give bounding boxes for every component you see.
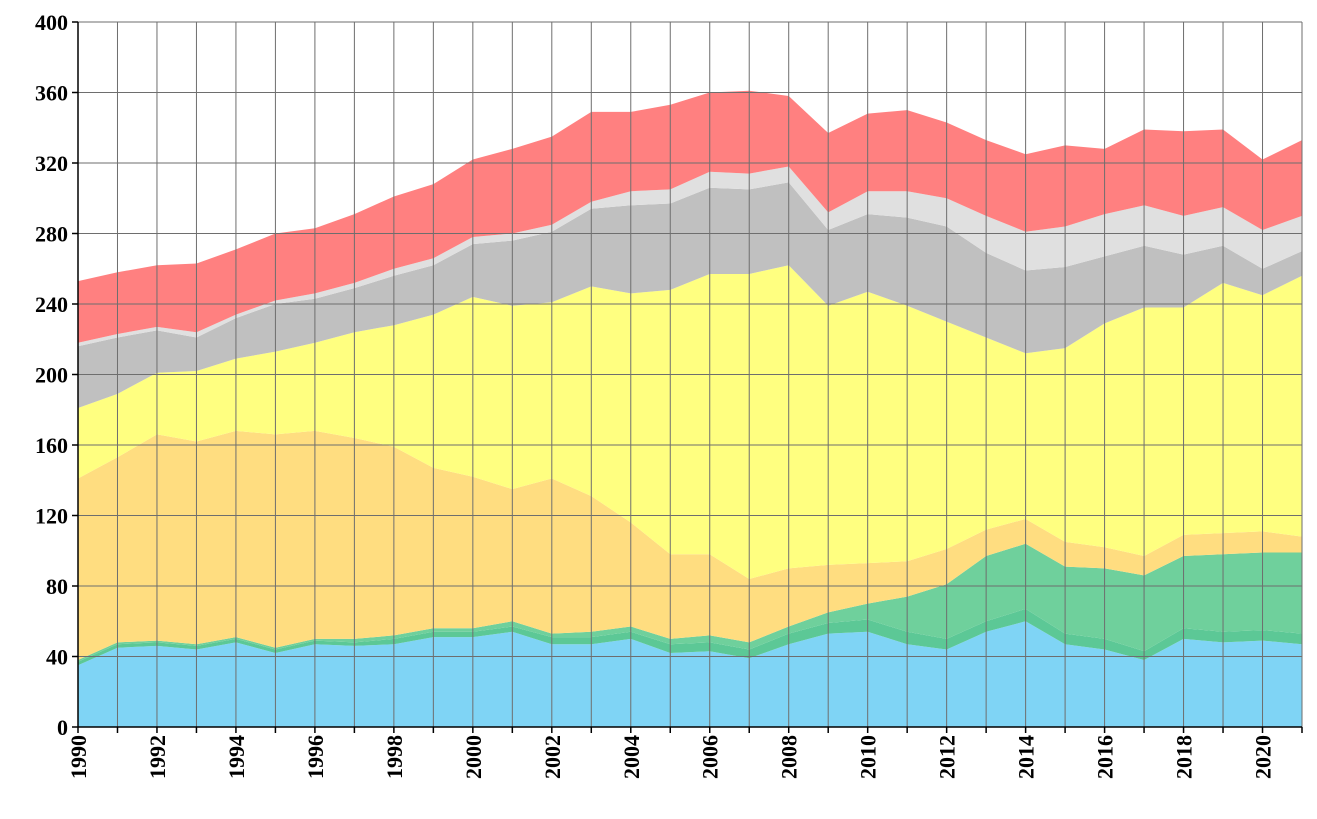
- area-green-1: [78, 608, 1302, 666]
- x-tick-label: 2004: [619, 735, 644, 779]
- y-tick-label: 360: [35, 81, 68, 106]
- x-tick-label: 1990: [66, 735, 91, 779]
- y-tick-label: 40: [46, 645, 68, 670]
- x-tick-label: 2016: [1093, 735, 1118, 779]
- x-tick-label: 2012: [935, 735, 960, 779]
- x-tick-label: 2020: [1251, 735, 1276, 779]
- y-tick-label: 0: [57, 715, 68, 740]
- x-tick-label: 2000: [461, 735, 486, 779]
- x-tick-label: 2008: [777, 735, 802, 779]
- y-tick-label: 160: [35, 433, 68, 458]
- x-tick-label: 2002: [540, 735, 565, 779]
- y-tick-label: 80: [46, 574, 68, 599]
- y-tick-label: 280: [35, 222, 68, 247]
- area-gray-light: [78, 166, 1302, 347]
- area-yellow: [78, 265, 1302, 579]
- x-tick-label: 2014: [1014, 735, 1039, 779]
- x-tick-label: 1998: [382, 735, 407, 779]
- y-tick-label: 320: [35, 151, 68, 176]
- area-gray-dark: [78, 182, 1302, 408]
- x-tick-label: 2006: [698, 735, 723, 779]
- y-tick-label: 400: [35, 10, 68, 35]
- y-tick-label: 200: [35, 363, 68, 388]
- area-layers: [78, 90, 1302, 727]
- x-axis-ticks: 1990 1992 1994 1996 1998 2000 2002 2004 2006 2008…: [66, 727, 1303, 779]
- area-blue: [78, 621, 1302, 727]
- x-tick-label: 1994: [224, 735, 249, 779]
- x-tick-label: 1996: [303, 735, 328, 779]
- x-tick-label: 2010: [856, 735, 881, 779]
- x-tick-label: 2018: [1172, 735, 1197, 779]
- y-tick-label: 120: [35, 504, 68, 529]
- area-red: [78, 90, 1302, 343]
- area-orange: [78, 430, 1302, 660]
- x-tick-label: 1992: [145, 735, 170, 779]
- area-green-2: [78, 543, 1302, 662]
- y-axis-ticks: 0 40 80 120 160 200 240 280 320 360 400: [35, 10, 78, 740]
- y-tick-label: 240: [35, 292, 68, 317]
